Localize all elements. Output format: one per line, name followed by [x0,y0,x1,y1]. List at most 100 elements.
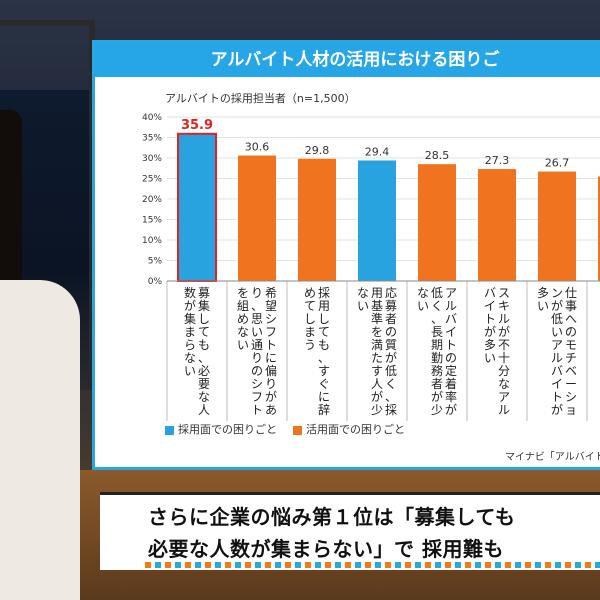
category-label-char: が [551,298,563,313]
category-label-char: 質 [385,337,397,352]
category-label-char: ト [551,390,563,404]
category-label-char: の [251,364,263,378]
category-label-char: フ [251,390,263,404]
category-label-char: 仕 [565,286,577,300]
chart-source: マイナビ「アルバイトの退 [505,452,600,463]
presenter-sweater [0,280,80,600]
bar [418,164,456,281]
category-label-char: 集 [198,298,210,313]
data-label: 29.4 [365,145,390,158]
data-label: 29.8 [305,144,330,157]
category-label-char: 集 [184,311,196,326]
bar [177,132,217,283]
category-label-char: の [565,325,577,339]
category-label-char: 採 [318,286,330,300]
category-label-char: 募 [198,286,210,300]
bar [478,169,516,281]
legend-label-utilize: 活用面での困りごと [306,423,405,436]
category-label-char: イ [445,325,457,339]
news-caption: さらに企業の悩み第１位は「募集しても 必要な人数が集まらない」で 採用難も [100,492,600,570]
category-label-char: を [237,286,249,300]
category-label-char: 、 [431,312,443,326]
category-label-char: な [184,351,196,365]
category-label-char: が [371,389,383,404]
y-tick-label: 0% [148,277,163,287]
y-tick-label: 40% [142,113,162,123]
category-label-char: に [265,351,277,365]
category-label-char: 低 [551,312,563,326]
category-label-char: な [498,377,510,391]
y-tick-label: 10% [142,236,162,246]
y-tick-label: 30% [142,154,162,164]
bar [358,160,396,281]
category-label-char: ら [184,338,196,352]
category-label-char: が [184,298,196,313]
category-label-char: た [371,351,383,365]
category-label-char: イ [484,299,496,313]
data-label: 26.7 [545,157,570,170]
category-label-char: が [484,324,496,339]
category-label-char: が [265,389,277,404]
category-label-char: 用 [371,286,383,300]
category-label-char: く [431,299,443,313]
chart-legend: 採用面での困りごと 活用面での困りごと [165,421,405,437]
category-label-char: 思 [251,312,263,326]
category-label-char: り [265,377,277,391]
panel-title: アルバイト人材の活用における困りご [95,43,600,77]
category-label-char: 応 [385,286,397,300]
category-label-char: も [318,338,330,352]
category-label-char: が [431,389,443,404]
category-label-char: の [445,351,457,365]
category-label-char: し [198,312,210,326]
category-label-char: へ [565,312,577,326]
category-label-char: す [318,364,330,378]
category-label-char: 定 [445,363,457,378]
category-label-char: 必 [198,364,210,378]
category-label-char: が [551,402,563,417]
category-label-char: 長 [431,325,443,339]
y-tick-label: 15% [142,216,162,226]
bar-chart: 0%5%10%15%20%25%30%35%40% 35.9募集しても、必要な人数… [142,113,600,421]
category-label-char: ス [498,286,510,300]
legend-swatch-recruit [165,425,174,435]
y-tick-label: 25% [142,175,162,185]
category-label-char: 満 [371,338,383,352]
category-label-char: ル [498,312,510,326]
category-label-char: 者 [431,377,443,391]
category-label-char: ル [551,351,563,365]
category-label-char: ア [551,338,563,352]
category-label-char: ョ [565,403,577,417]
category-label-char: を [371,325,383,339]
category-label-char: 、 [198,351,210,365]
category-label-char: が [385,350,397,365]
category-label-char: 十 [498,351,510,365]
category-label-char: 率 [445,389,457,404]
category-label-char: 務 [431,364,443,378]
category-label-char: に [318,390,330,404]
category-label-char: ル [445,299,457,313]
category-label-char: な [417,286,429,300]
category-label-char: ル [498,403,510,417]
category-label-char: 数 [184,285,196,300]
category-label-char: い [237,338,249,352]
category-label-char: が [445,402,457,417]
category-label-char: り [251,286,263,300]
category-label-char: ト [445,338,457,352]
category-label-char: す [371,364,383,378]
category-label-char: い [417,299,429,313]
bar [238,155,276,281]
presenter [0,110,80,600]
category-label-char: ま [304,325,316,339]
category-label-char: り [251,351,263,365]
category-label-char: て [318,325,330,339]
category-label-char: も [198,338,210,352]
category-label-char: 用 [318,299,330,313]
category-label-char: 通 [251,338,263,352]
category-label-char: 勤 [431,351,443,365]
category-label-char: モ [565,338,577,352]
category-label-char: 組 [237,299,249,313]
y-tick-label: 5% [148,257,163,267]
category-label-char: チ [565,351,577,365]
legend-label-recruit: 採用面での困りごと [178,423,277,436]
category-label-char: ベ [565,364,577,378]
